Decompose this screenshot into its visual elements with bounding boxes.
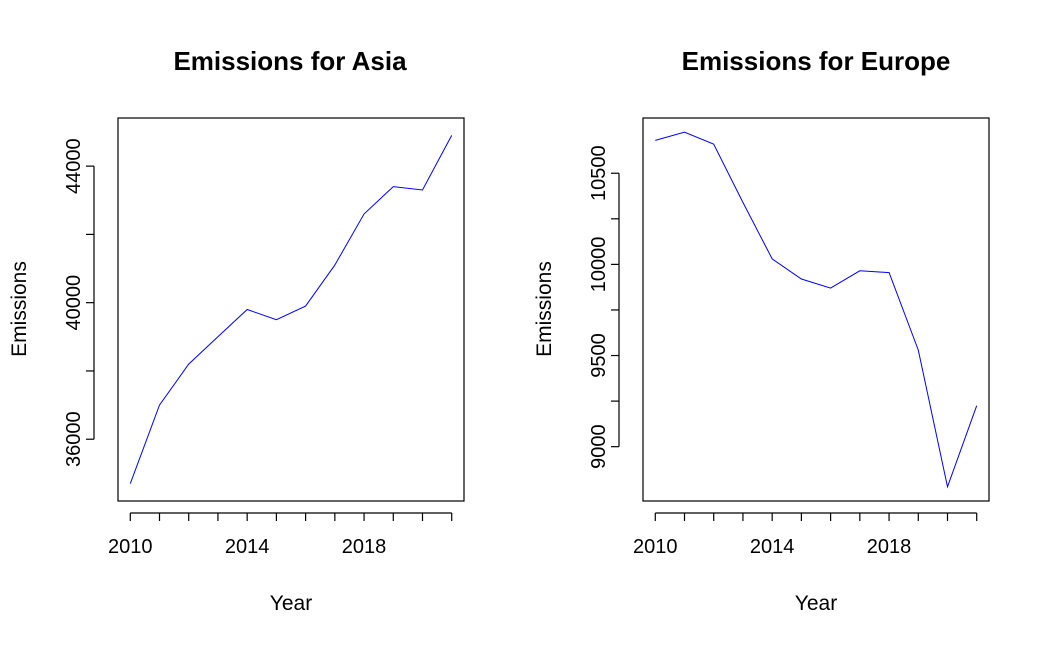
chart-panel-asia: Emissions for Asia Year Emissions 2010 20… bbox=[8, 46, 465, 615]
y-tick-label: 36000 bbox=[63, 411, 85, 467]
y-axis-title: Emissions bbox=[533, 261, 556, 357]
x-tick-label: 2018 bbox=[342, 536, 387, 558]
x-axis-title: Year bbox=[270, 592, 312, 615]
plot-frame bbox=[117, 117, 465, 502]
series-line bbox=[129, 135, 453, 484]
x-tick-label: 2014 bbox=[750, 536, 795, 558]
x-tick-label: 2014 bbox=[225, 536, 270, 558]
chart-panel-europe: Emissions for Europe Year Emissions 2010… bbox=[533, 46, 990, 615]
y-axis-title: Emissions bbox=[8, 261, 31, 357]
x-tick-label: 2010 bbox=[633, 536, 678, 558]
y-tick-label: 9000 bbox=[588, 424, 610, 469]
y-tick-label: 40000 bbox=[63, 275, 85, 331]
y-tick-label: 44000 bbox=[63, 138, 85, 194]
chart-title: Emissions for Asia bbox=[173, 46, 407, 76]
x-axis-title: Year bbox=[795, 592, 837, 615]
series-line bbox=[655, 131, 978, 489]
y-tick-label: 10000 bbox=[588, 237, 610, 293]
chart-title: Emissions for Europe bbox=[682, 46, 951, 76]
plot-frame bbox=[642, 117, 990, 502]
y-tick-label: 9500 bbox=[588, 333, 610, 378]
x-tick-label: 2018 bbox=[867, 536, 912, 558]
y-tick-label: 10500 bbox=[588, 145, 610, 201]
x-tick-label: 2010 bbox=[108, 536, 153, 558]
